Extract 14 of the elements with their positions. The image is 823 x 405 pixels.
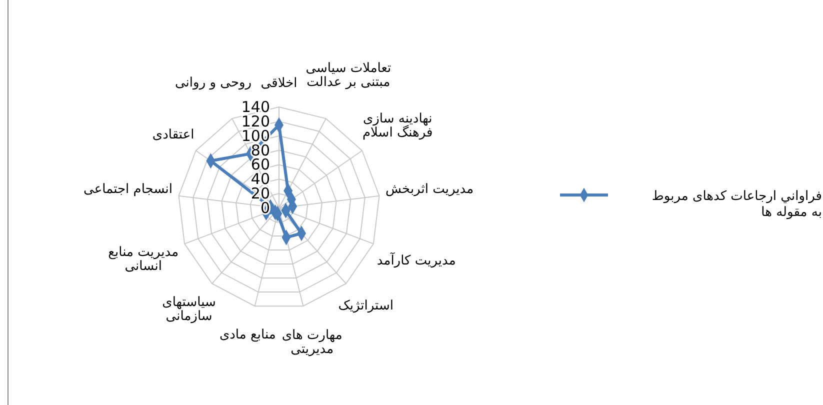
spoke-label: مدیریت اثربخش bbox=[385, 182, 474, 198]
spoke-label: سیاستهای سازمانی bbox=[162, 295, 216, 324]
spoke-label: اعتقادی bbox=[152, 128, 194, 143]
spoke-label: انسجام اجتماعی bbox=[84, 182, 173, 198]
spoke-label: منابع مادی bbox=[219, 328, 276, 343]
spoke-label: مدیریت منابع انسانی bbox=[108, 244, 179, 274]
spoke-label: مدیریت کارآمد bbox=[376, 252, 456, 269]
spoke-label: تعاملات سیاسی مبتنی بر عدالت bbox=[306, 60, 392, 90]
spoke-label: روحی و روانی bbox=[174, 75, 252, 90]
text: فراواني ارجاعات کدهای مربوط به مقوله ها bbox=[652, 189, 822, 220]
spoke-label: مهارت های مدیریتی bbox=[282, 328, 342, 357]
spoke-label: استراتژیک bbox=[338, 298, 394, 314]
spoke-label: نهادینه سازی فرهنگ اسلام bbox=[362, 112, 433, 141]
spoke-label: اخلاقی bbox=[260, 76, 298, 91]
